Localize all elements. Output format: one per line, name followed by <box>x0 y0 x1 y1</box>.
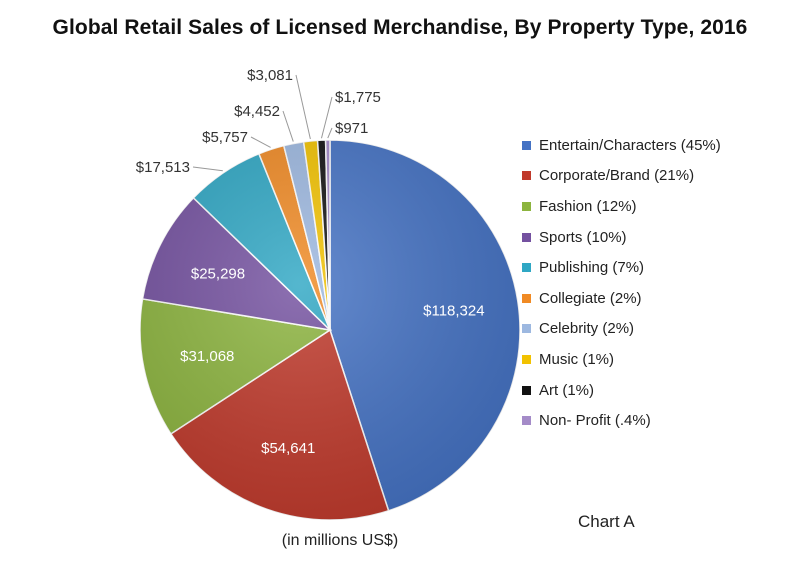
data-label-2: $31,068 <box>180 348 234 365</box>
data-label-6: $4,452 <box>234 103 280 120</box>
legend-label-3: Sports (10%) <box>539 228 627 246</box>
legend-label-4: Publishing (7%) <box>539 259 645 277</box>
legend-item-2: Fashion (12%) <box>522 191 797 222</box>
legend-label-0: Entertain/Characters (45%) <box>539 136 721 154</box>
data-labels: $118,324 $54,641 $31,068 $25,298 $17,513 $5,7… <box>136 67 485 457</box>
legend-label-1: Corporate/Brand (21%) <box>539 167 695 185</box>
leader-line-8 <box>320 96 333 139</box>
leader-line-5 <box>250 136 271 148</box>
pie-slices <box>139 139 521 521</box>
leader-line-9 <box>327 127 333 139</box>
legend-item-0: Entertain/Characters (45%) <box>522 130 797 161</box>
legend-item-9: Non- Profit (.4%) <box>522 405 797 436</box>
legend-item-6: Celebrity (2%) <box>522 314 797 345</box>
legend-item-1: Corporate/Brand (21%) <box>522 161 797 192</box>
legend-swatch-5 <box>522 293 531 303</box>
legend-item-4: Publishing (7%) <box>522 252 797 283</box>
legend-label-9: Non- Profit (.4%) <box>539 412 651 430</box>
leader-line-7 <box>295 74 311 140</box>
legend-swatch-7 <box>522 354 531 364</box>
legend-swatch-3 <box>522 232 531 242</box>
legend-swatch-1 <box>522 171 531 181</box>
data-label-9: $971 <box>335 120 368 137</box>
leader-line-6 <box>282 110 294 142</box>
data-label-0: $118,324 <box>423 302 484 319</box>
data-label-4: $17,513 <box>136 159 190 176</box>
data-label-8: $1,775 <box>335 89 381 106</box>
legend-label-8: Art (1%) <box>539 381 595 399</box>
legend-item-7: Music (1%) <box>522 344 797 375</box>
chart-tag: Chart A <box>578 512 635 531</box>
leader-line-4 <box>192 166 223 172</box>
data-label-1: $54,641 <box>261 440 315 457</box>
legend-swatch-9 <box>522 416 531 426</box>
legend-label-6: Celebrity (2%) <box>539 320 635 338</box>
unit-note: (in millions US$) <box>281 532 399 549</box>
legend-label-7: Music (1%) <box>539 350 615 368</box>
legend-swatch-2 <box>522 201 531 211</box>
data-label-5: $5,757 <box>202 129 248 146</box>
legend-item-5: Collegiate (2%) <box>522 283 797 314</box>
legend-item-8: Art (1%) <box>522 375 797 406</box>
legend-item-3: Sports (10%) <box>522 222 797 253</box>
legend-swatch-4 <box>522 263 531 273</box>
data-label-3: $25,298 <box>191 266 245 283</box>
chart-title: Global Retail Sales of Licensed Merchand… <box>52 16 748 39</box>
legend-label-2: Fashion (12%) <box>539 197 637 215</box>
legend-label-5: Collegiate (2%) <box>539 289 642 307</box>
leader-lines <box>192 74 333 172</box>
legend-swatch-6 <box>522 324 531 334</box>
data-label-7: $3,081 <box>247 67 293 84</box>
legend-swatch-0 <box>522 140 531 150</box>
legend-swatch-8 <box>522 385 531 395</box>
legend: Entertain/Characters (45%) Corporate/Bran… <box>522 130 797 436</box>
